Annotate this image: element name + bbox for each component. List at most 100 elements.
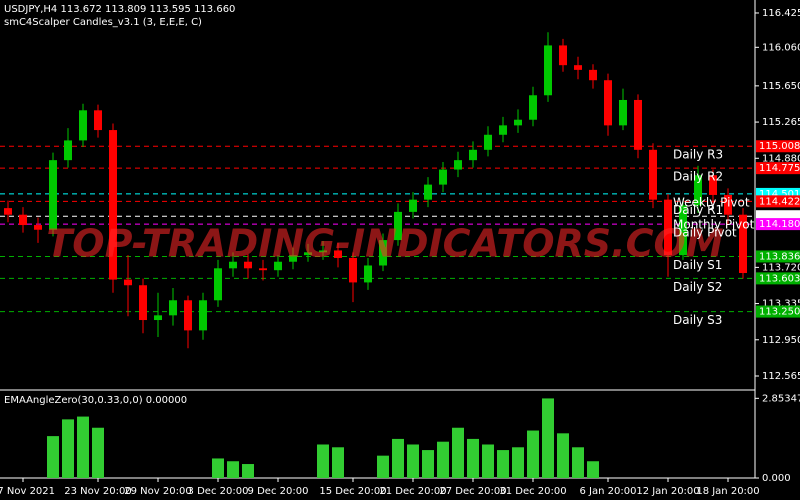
level-label-bg [756, 140, 800, 153]
bar [557, 433, 569, 478]
level-label-bg [756, 250, 800, 263]
candle-body [4, 208, 12, 215]
x-tick-label: 23 Nov 20:00 [64, 486, 131, 497]
candle-body [274, 261, 282, 271]
level-label: 113.836 [759, 251, 800, 262]
candle-body [109, 130, 117, 280]
candle-body [184, 300, 192, 331]
x-tick-label: 31 Dec 20:00 [499, 486, 566, 497]
chart-title: USDJPY,H4 113.672 113.809 113.595 113.66… [4, 4, 235, 15]
level-label: 114.775 [759, 163, 800, 174]
level-name: Daily Pivot [673, 226, 737, 240]
candle-body [649, 149, 657, 200]
candle-body [514, 119, 522, 126]
candle-body [154, 315, 162, 321]
x-tick-label: 18 Jan 20:00 [696, 486, 759, 497]
candle-body [289, 255, 297, 262]
bar [437, 441, 449, 478]
level-label-bg [756, 218, 800, 231]
y-tick-label: 115.650 [762, 81, 800, 92]
x-tick-label: 29 Nov 20:00 [124, 486, 191, 497]
bar [377, 455, 389, 478]
candle-body [64, 140, 72, 161]
level-label-bg [756, 162, 800, 175]
bar [467, 438, 479, 478]
bar [332, 447, 344, 478]
subchart-title: EMAAngleZero(30,0.33,0,0) 0.00000 [4, 395, 187, 406]
x-tick-label: 21 Dec 20:00 [379, 486, 446, 497]
bar [47, 436, 59, 478]
candle-body [214, 268, 222, 301]
level-name: Daily R2 [673, 170, 723, 184]
level-label: 114.501 [759, 189, 800, 200]
candle-body [604, 80, 612, 126]
level-label: 113.250 [759, 307, 800, 318]
candle-body [409, 199, 417, 212]
candle-body [139, 285, 147, 321]
level-name: Daily S1 [673, 258, 722, 272]
candle-body [124, 279, 132, 286]
candle-body [229, 261, 237, 269]
candle-body [244, 261, 252, 269]
bar [512, 447, 524, 478]
y-tick-label: 113.335 [762, 299, 800, 310]
x-tick-label: 27 Dec 20:00 [439, 486, 506, 497]
candle-body [379, 240, 387, 266]
candle-body [34, 225, 42, 230]
candle-body [679, 205, 687, 256]
candle-body [364, 265, 372, 283]
candle-body [544, 45, 552, 96]
candle-body [349, 257, 357, 283]
y-tick-label: 112.950 [762, 335, 800, 346]
bar [212, 458, 224, 478]
y-tick-label: 0.000 [762, 473, 791, 484]
level-name: Daily S2 [673, 280, 722, 294]
level-name: Daily S3 [673, 313, 722, 327]
candle-body [724, 194, 732, 215]
candle-body [334, 250, 342, 258]
candle-body [529, 95, 537, 120]
candle-body [79, 110, 87, 141]
bar [77, 416, 89, 478]
level-label: 114.422 [759, 196, 800, 207]
level-label: 113.603 [759, 273, 800, 284]
candle-body [619, 99, 627, 126]
candle-body [199, 300, 207, 331]
candle-body [319, 250, 327, 253]
bar [497, 450, 509, 478]
x-tick-label: 17 Nov 2021 [0, 486, 55, 497]
y-tick-label: 115.265 [762, 117, 800, 128]
candle-body [574, 65, 582, 70]
bar [227, 461, 239, 478]
level-label-bg [756, 195, 800, 208]
level-name: Daily R3 [673, 148, 723, 162]
bar [317, 444, 329, 478]
level-name: Daily R1 [673, 203, 723, 217]
bar [422, 450, 434, 478]
level-label: 114.264 [759, 211, 800, 222]
bar [482, 444, 494, 478]
watermark: TOP-TRADING-INDICATORS.COM [46, 222, 723, 266]
y-tick-label: 112.565 [762, 371, 800, 382]
level-name: Monthly Pivot [673, 218, 755, 232]
bar [392, 438, 404, 478]
bar [452, 427, 464, 478]
bar [587, 461, 599, 478]
level-label: 115.008 [759, 141, 800, 152]
candle-body [739, 214, 747, 274]
candle-body [484, 134, 492, 150]
y-tick-label: 116.425 [762, 8, 800, 19]
candle-body [424, 184, 432, 200]
candle-body [454, 160, 462, 170]
candle-body [559, 45, 567, 66]
candle-body [439, 169, 447, 185]
candle-body [19, 214, 27, 226]
candle-body [664, 199, 672, 256]
y-tick-label: 113.720 [762, 262, 800, 273]
candle-body [259, 268, 267, 271]
candle-body [304, 252, 312, 256]
candle-body [589, 69, 597, 81]
bar [92, 427, 104, 478]
candle-body [94, 110, 102, 131]
